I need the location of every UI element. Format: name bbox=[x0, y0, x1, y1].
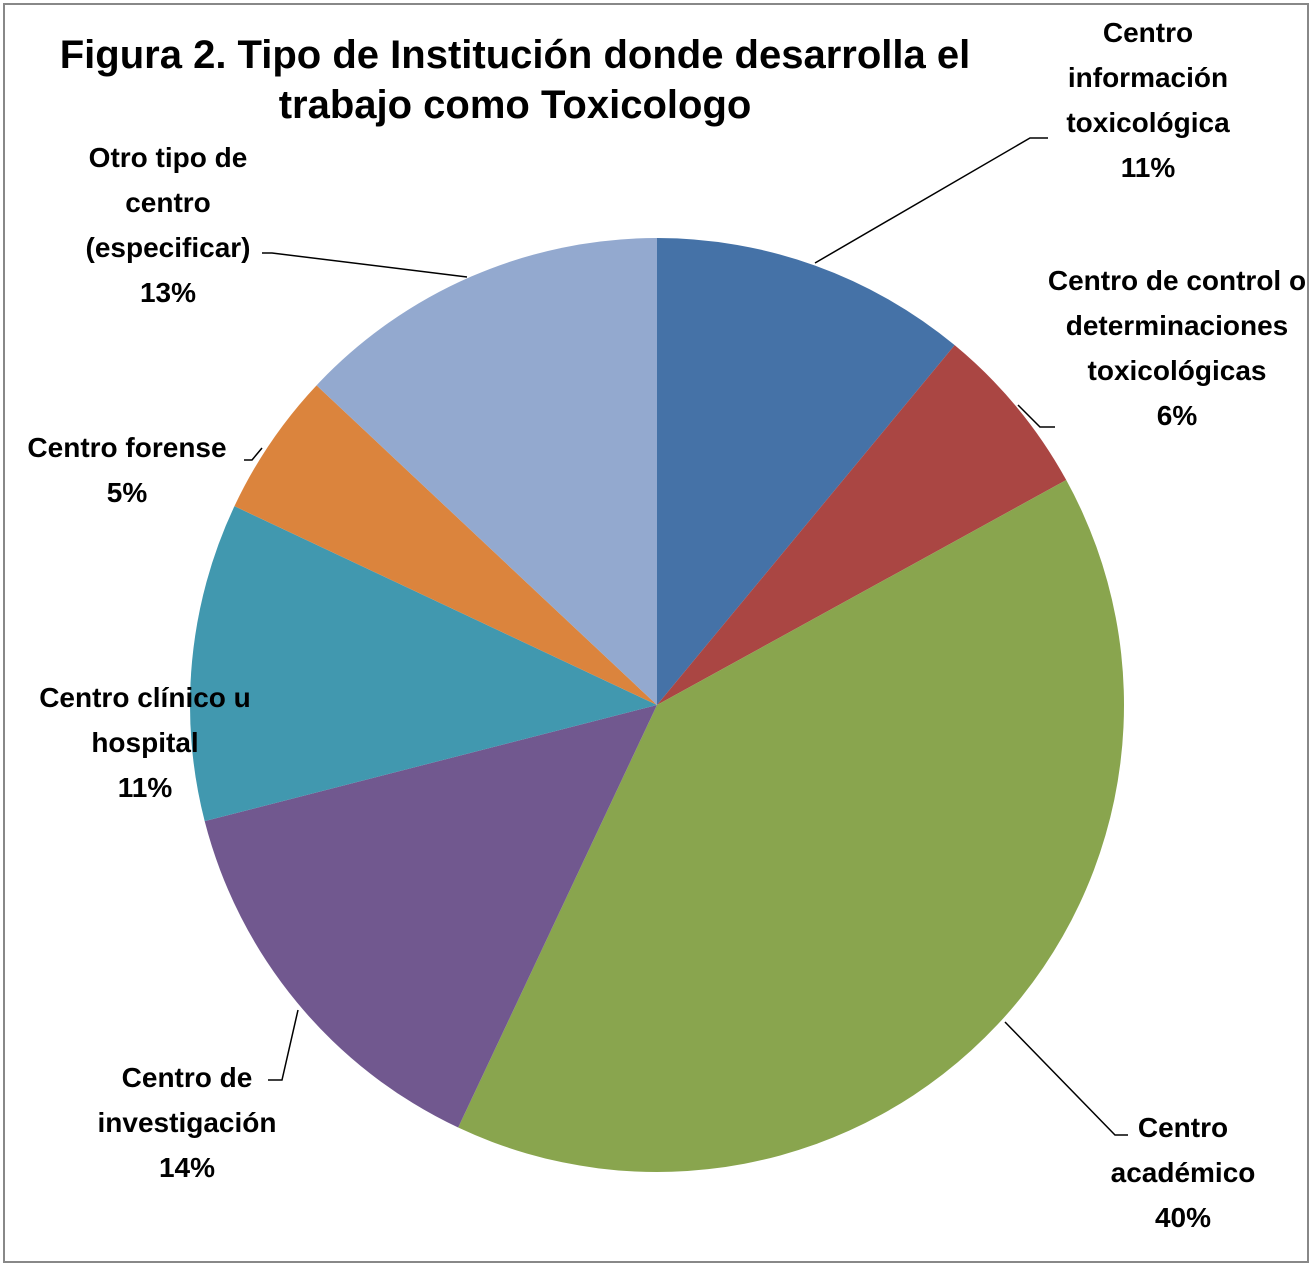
value-label: 11% bbox=[117, 772, 173, 803]
category-label: Centro forense bbox=[27, 432, 227, 463]
data-label: Centro de investigación 14% bbox=[72, 1055, 302, 1190]
pie-slice bbox=[657, 345, 1067, 705]
value-label: 14% bbox=[158, 1152, 216, 1183]
value-label: 5% bbox=[106, 477, 148, 508]
pie-slice bbox=[316, 238, 657, 705]
leader-line bbox=[1017, 404, 1055, 428]
data-label: Centro información toxicológica 11% bbox=[1038, 10, 1258, 190]
value-label: 6% bbox=[1156, 400, 1198, 431]
category-label: Centro académico bbox=[1110, 1112, 1256, 1188]
pie-slice bbox=[234, 385, 657, 705]
pie-slice bbox=[657, 238, 955, 705]
pie-slice bbox=[204, 705, 657, 1128]
value-label: 40% bbox=[1154, 1202, 1212, 1233]
leader-line bbox=[244, 447, 263, 461]
data-label: Centro clínico u hospital 11% bbox=[10, 675, 280, 810]
data-label: Centro de control o determinaciones toxi… bbox=[1047, 258, 1307, 438]
leader-line bbox=[262, 252, 468, 278]
chart-frame bbox=[3, 3, 1309, 1263]
value-label: 13% bbox=[139, 277, 197, 308]
category-label: Otro tipo de centro (especificar) bbox=[85, 142, 251, 263]
pie-slice bbox=[190, 506, 658, 822]
leader-line bbox=[1004, 1021, 1128, 1136]
data-label: Centro forense 5% bbox=[7, 425, 247, 515]
data-label: Otro tipo de centro (especificar) 13% bbox=[53, 135, 283, 315]
data-label: Centro académico 40% bbox=[1073, 1105, 1293, 1240]
category-label: Centro clínico u hospital bbox=[39, 682, 251, 758]
category-label: Centro de control o determinaciones toxi… bbox=[1047, 265, 1307, 386]
chart-title: Figura 2. Tipo de Institución donde desa… bbox=[59, 33, 971, 127]
pie-slice bbox=[458, 480, 1125, 1173]
leader-line bbox=[268, 1009, 299, 1081]
value-label: 11% bbox=[1120, 152, 1176, 183]
category-label: Centro información toxicológica bbox=[1066, 17, 1230, 138]
leader-lines bbox=[244, 137, 1128, 1136]
category-label: Centro de investigación bbox=[97, 1062, 277, 1138]
leader-line bbox=[814, 137, 1048, 264]
